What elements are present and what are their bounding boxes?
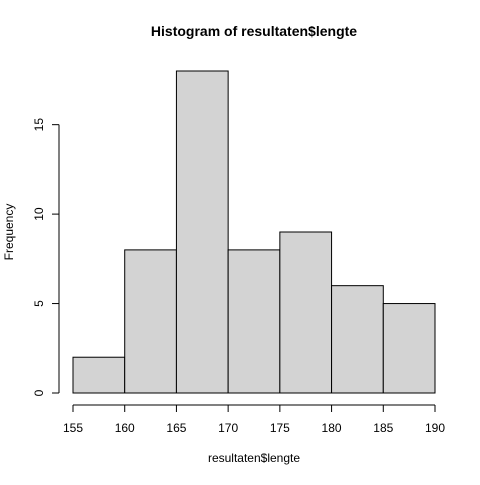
x-tick-label: 170 [218, 421, 238, 435]
y-tick-label: 0 [32, 389, 46, 396]
x-tick-label: 180 [322, 421, 342, 435]
x-tick-label: 175 [270, 421, 290, 435]
y-tick-label: 10 [32, 207, 46, 221]
chart-title: Histogram of resultaten$lengte [151, 23, 357, 39]
histogram-bar-2 [124, 249, 177, 394]
x-tick-label: 185 [373, 421, 393, 435]
histogram-bar-5 [279, 231, 333, 394]
y-axis-label: Frequency [2, 204, 16, 261]
x-tick-label: 165 [166, 421, 186, 435]
histogram-bar-1 [72, 356, 126, 394]
y-tick-label: 15 [32, 118, 46, 132]
histogram-bar-7 [382, 303, 436, 394]
histogram-bar-4 [227, 249, 281, 394]
x-tick-label: 155 [63, 421, 83, 435]
x-axis: 155 160 165 170 175 180 185 190 [63, 404, 445, 435]
y-tick-label: 5 [32, 300, 46, 307]
x-tick-label: 190 [425, 421, 445, 435]
x-axis-label: resultaten$lengte [208, 451, 300, 465]
y-axis: 0 5 10 15 [32, 118, 60, 396]
bars-group [72, 70, 436, 394]
x-tick-label: 160 [115, 421, 135, 435]
histogram-bar-3 [175, 70, 229, 394]
histogram-bar-6 [331, 285, 384, 394]
